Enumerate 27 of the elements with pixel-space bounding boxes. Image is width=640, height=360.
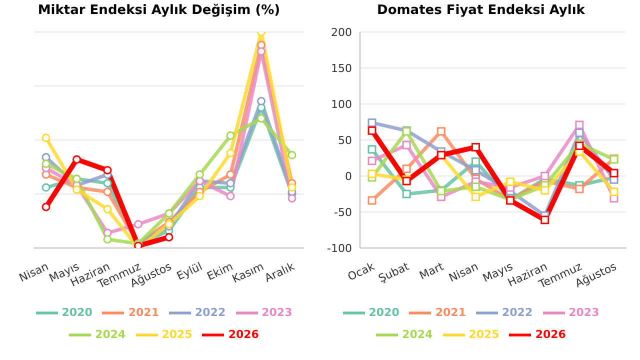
y-tick-label: -50 [334,206,352,219]
x-tick-label: Mart [417,260,446,282]
legend-label: 2025 [162,328,192,342]
legend-label: 2021 [435,306,466,320]
y-tick-label: 200 [331,26,352,39]
legend-label: 2026 [535,328,566,342]
legend-label: 2024 [95,328,126,342]
x-tick-label: Nisan [446,260,480,285]
y-tick-label: 100 [331,98,352,111]
legend-label: 2026 [228,328,259,342]
legend-label: 2025 [468,328,500,342]
legend-label: 2022 [502,306,533,320]
x-tick-label: Eylül [174,260,204,283]
legend-label: 2023 [262,306,292,320]
legend-label: 2024 [402,328,433,342]
x-tick-label: Ocak [346,260,378,284]
legend-label: 2020 [62,306,92,320]
y-tick-label: 50 [338,134,352,147]
legend-label: 2023 [568,306,600,320]
legend-label: 2020 [368,306,400,320]
chart-title: Miktar Endeksi Aylık Değişim (%) [36,2,282,20]
legend-label: 2022 [195,306,226,320]
y-tick-label: 0 [345,170,352,183]
y-tick-label: 150 [331,62,352,75]
chart-title: Domates Fiyat Endeksi Aylık [376,2,586,20]
y-tick-label: -100 [327,242,352,255]
legend-label: 2021 [128,306,159,320]
